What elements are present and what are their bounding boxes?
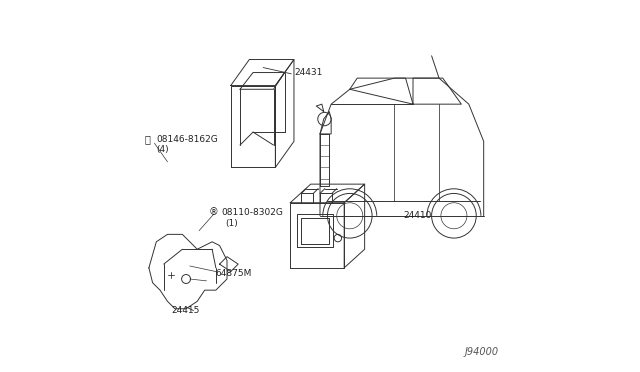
Text: (1): (1) [225,219,238,228]
Text: J94000: J94000 [465,347,499,356]
Text: 08146-8162G: 08146-8162G [156,135,218,144]
Text: 24415: 24415 [172,306,200,315]
Text: Ⓢ: Ⓢ [144,135,150,144]
Text: 24410: 24410 [404,211,432,220]
Text: (4): (4) [156,145,169,154]
Text: 64875M: 64875M [216,269,252,278]
Text: ®: ® [209,207,219,217]
Text: 24431: 24431 [294,68,323,77]
Text: 08110-8302G: 08110-8302G [221,208,284,217]
